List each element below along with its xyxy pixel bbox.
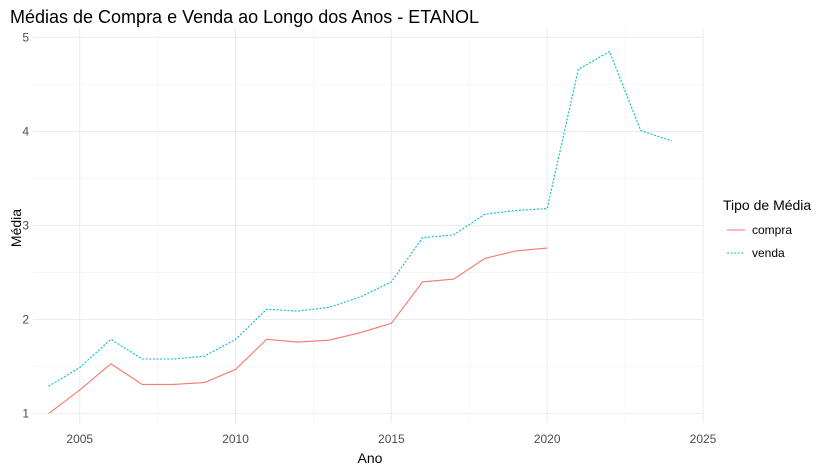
x-tick-label: 2015: [378, 432, 405, 446]
y-tick-label: 2: [22, 313, 29, 327]
grid: [33, 28, 704, 423]
tick-labels: 2005 2010 2015 2020 2025 1 2 3 4 5: [22, 30, 716, 446]
legend-label-venda: venda: [752, 246, 785, 260]
y-tick-label: 3: [22, 219, 29, 233]
legend: Tipo de Média compra venda: [723, 197, 811, 260]
y-axis-title: Média: [8, 209, 24, 247]
x-tick-label: 2020: [534, 432, 561, 446]
legend-title: Tipo de Média: [723, 197, 811, 213]
chart-title: Médias de Compra e Venda ao Longo dos An…: [10, 7, 479, 27]
series-line-compra: [48, 247, 548, 415]
y-tick-label: 4: [22, 124, 29, 138]
series-lines: [48, 50, 672, 415]
x-axis-title: Ano: [358, 450, 383, 466]
y-tick-label: 5: [22, 30, 29, 44]
series-line-venda: [48, 50, 672, 387]
legend-label-compra: compra: [752, 223, 792, 237]
x-tick-label: 2005: [66, 432, 93, 446]
y-tick-label: 1: [22, 407, 29, 421]
x-tick-label: 2025: [690, 432, 717, 446]
x-tick-label: 2010: [222, 432, 249, 446]
